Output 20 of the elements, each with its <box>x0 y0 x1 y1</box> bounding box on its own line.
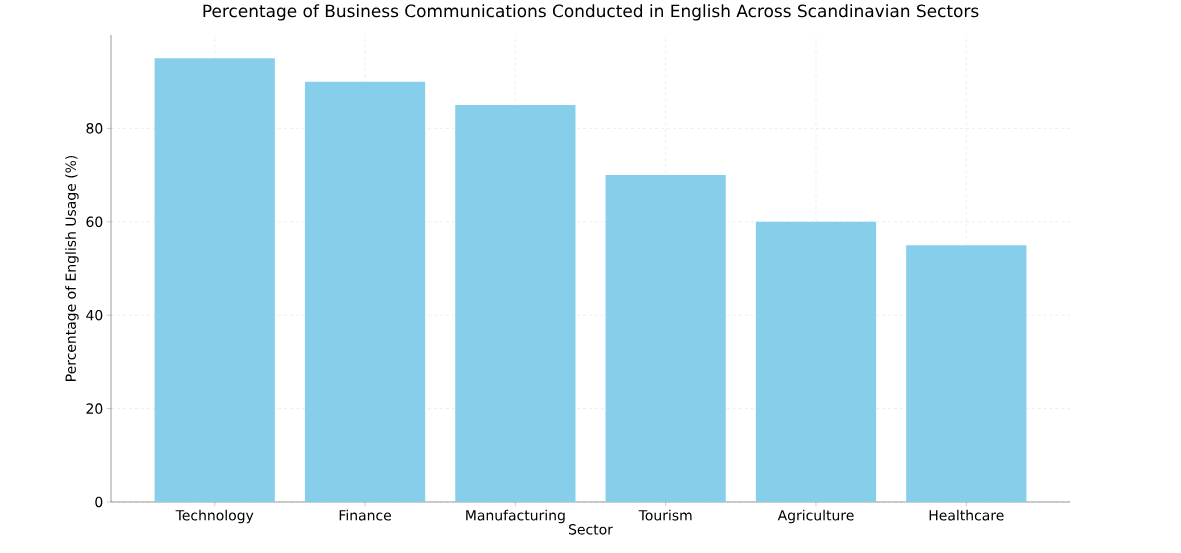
x-tick-label: Agriculture <box>777 509 854 524</box>
bar <box>304 81 426 502</box>
y-tick-label: 80 <box>86 123 103 134</box>
y-tick-label: 20 <box>86 403 103 414</box>
x-tick-label: Tourism <box>638 509 692 521</box>
y-tick-label: 60 <box>86 216 103 228</box>
bar <box>455 105 576 502</box>
chart-title: Percentage of Business Communications Conducted in English Across Scandinavian Sectors <box>203 4 979 21</box>
x-tick-label: Finance <box>339 509 391 521</box>
x-tick-label: Healthcare <box>929 509 1004 521</box>
x-tick-label: Technology <box>175 509 254 524</box>
bar <box>154 58 275 502</box>
bar <box>755 221 877 502</box>
bar <box>906 245 1027 502</box>
bar <box>605 175 726 502</box>
y-axis-title: Percentage of English Usage (%) <box>65 155 79 381</box>
y-tick-label: 0 <box>95 496 103 508</box>
x-axis-title: Sector <box>569 524 613 535</box>
x-tick-label: Manufacturing <box>466 509 565 524</box>
y-tick-label: 40 <box>86 309 103 321</box>
